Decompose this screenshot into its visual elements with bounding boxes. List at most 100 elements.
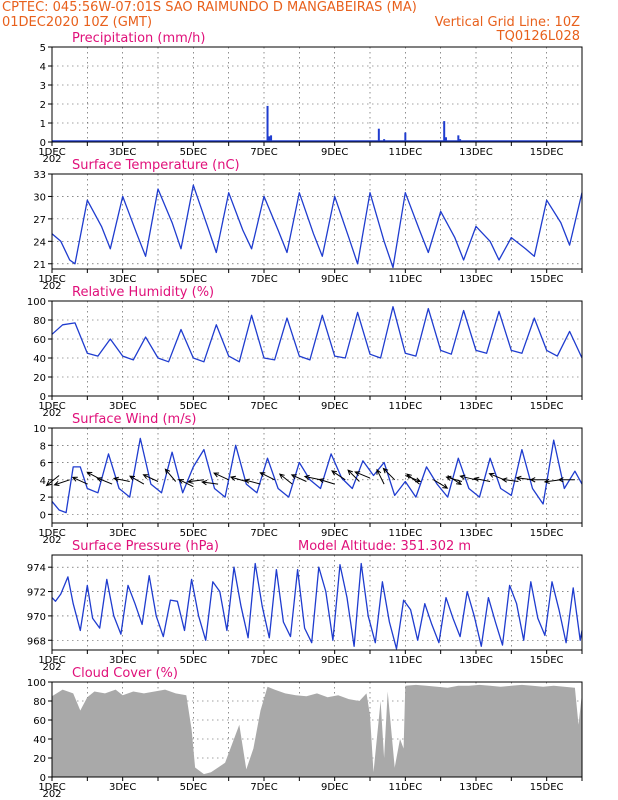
- rh-xtick-label: 3DEC: [109, 401, 136, 412]
- rh-title: Relative Humidity (%): [72, 285, 214, 300]
- wind-arrow: [229, 475, 247, 482]
- precip-bar: [268, 136, 271, 142]
- pres-title: Surface Pressure (hPa): [72, 539, 219, 554]
- wind-arrow: [445, 475, 463, 482]
- rh-ytick-label: 100: [27, 297, 46, 308]
- precip-xtick-label: 11DEC: [388, 147, 422, 158]
- pres-xtick-label: 13DEC: [459, 655, 493, 666]
- cloud-xtick-label: 1DEC: [38, 782, 65, 793]
- wind-arrow: [201, 480, 219, 486]
- temp-title: Surface Temperature (nC): [72, 158, 240, 173]
- wind-ytick-label: 0: [40, 510, 46, 521]
- wind-ytick-label: 6: [40, 459, 46, 470]
- precip-bar: [270, 135, 273, 142]
- cloud-ytick-label: 100: [27, 678, 46, 689]
- rh-xtick-label: 11DEC: [388, 401, 422, 412]
- wind-arrow: [543, 478, 561, 484]
- pres-panel: 968 970 972 974 1DEC202 3DEC 5DEC 7DEC 9DEC 11DEC…: [27, 539, 583, 673]
- temp-year-stub: 202: [42, 281, 61, 292]
- wind-series: [51, 437, 583, 514]
- precip-ytick-label: 5: [40, 43, 46, 54]
- precip-ytick-label: 0: [40, 138, 46, 149]
- precip-xtick-label: 3DEC: [109, 147, 136, 158]
- rh-year-stub: 202: [42, 408, 61, 419]
- header-line-1: CPTEC: 045:56W-07:01S SAO RAIMUNDO D MAN…: [2, 0, 417, 15]
- wind-arrow: [488, 472, 505, 481]
- wind-arrow: [382, 467, 396, 481]
- wind-arrow: [259, 472, 275, 481]
- cloud-ytick-label: 80: [33, 697, 46, 708]
- pres-annotation: Model Altitude: 351.302 m: [298, 539, 471, 554]
- wind-arrow: [459, 474, 477, 481]
- precip-year-stub: 202: [42, 154, 61, 165]
- cloud-xtick-label: 5DEC: [180, 782, 207, 793]
- precip-xtick-label: 13DEC: [459, 147, 493, 158]
- rh-ytick-label: 60: [33, 335, 46, 346]
- rh-xtick-label: 13DEC: [459, 401, 493, 412]
- temp-ytick-label: 21: [33, 260, 46, 271]
- precip-xtick-label: 5DEC: [180, 147, 207, 158]
- pres-xtick-label: 1DEC: [38, 655, 65, 666]
- wind-arrow: [112, 476, 130, 482]
- temp-xtick-label: 11DEC: [388, 274, 422, 285]
- wind-panel: 0 2 4 6 8 10 1DEC202 3DEC 5DEC 7DEC 9DEC 11DEC 13DEC…: [33, 412, 583, 546]
- precip-bar: [457, 135, 460, 142]
- wind-ytick-label: 2: [40, 493, 46, 504]
- wind-xtick-label: 11DEC: [388, 528, 422, 539]
- rh-xtick-label: 9DEC: [321, 401, 348, 412]
- wind-arrow: [96, 477, 113, 485]
- cloud-panel: 0 20 40 60 80 100 1DEC202 3DEC 5DEC 7DEC 9DEC 11DEC…: [27, 666, 583, 800]
- temp-xtick-label: 7DEC: [250, 274, 277, 285]
- wind-year-stub: 202: [42, 535, 61, 546]
- wind-title: Surface Wind (m/s): [72, 412, 196, 427]
- wind-xtick-label: 3DEC: [109, 528, 136, 539]
- cloud-ytick-label: 60: [33, 716, 46, 727]
- pres-xtick-label: 7DEC: [250, 655, 277, 666]
- wind-arrow: [142, 474, 159, 482]
- wind-frame: [51, 427, 583, 524]
- rh-ytick-label: 80: [33, 316, 46, 327]
- wind-arrow: [53, 479, 70, 486]
- wind-xtick-label: 5DEC: [180, 528, 207, 539]
- precip-ytick-label: 2: [40, 100, 46, 111]
- pres-xtick-label: 3DEC: [109, 655, 136, 666]
- rh-xtick-label: 1DEC: [38, 401, 65, 412]
- wind-arrow: [347, 469, 360, 482]
- cloud-area: [52, 684, 582, 777]
- temp-panel: 21 24 27 30 33 1DEC202 3DEC 5DEC 7DEC 9DEC 11DEC 13…: [33, 158, 583, 292]
- rh-panel: 0 20 40 60 80 100 1DEC202 3DEC 5DEC 7DEC 9DEC 11DEC…: [27, 285, 583, 419]
- precip-xtick-label: 1DEC: [38, 147, 65, 158]
- precip-xtick-label: 7DEC: [250, 147, 277, 158]
- temp-frame: [51, 173, 583, 270]
- pres-ytick-label: 972: [27, 588, 46, 599]
- precip-bar: [443, 121, 446, 142]
- wind-arrow: [243, 478, 261, 485]
- rh-xtick-label: 15DEC: [530, 401, 564, 412]
- precip-ytick-label: 3: [40, 81, 46, 92]
- header-grid-line: Vertical Grid Line: 10Z: [435, 15, 580, 30]
- cloud-ytick-label: 20: [33, 754, 46, 765]
- wind-arrow: [529, 477, 547, 483]
- temp-ytick-label: 30: [33, 192, 46, 203]
- temp-xtick-label: 13DEC: [459, 274, 493, 285]
- precip-frame: [51, 46, 583, 143]
- precip-xtick-label: 15DEC: [530, 147, 564, 158]
- wind-xtick-label: 9DEC: [321, 528, 348, 539]
- temp-xtick-label: 15DEC: [530, 274, 564, 285]
- cloud-year-stub: 202: [42, 789, 61, 800]
- precip-panel: 0 1 2 3 4 5 1DEC202 3DEC 5DEC 7DEC 9DEC 11DEC 13DEC 1…: [38, 31, 583, 165]
- rh-ytick-label: 40: [33, 354, 46, 365]
- header-model-code: TQ0126L028: [496, 29, 580, 44]
- wind-arrow: [354, 471, 371, 479]
- cloud-ytick-label: 0: [40, 773, 46, 784]
- cloud-frame: [51, 681, 583, 778]
- wind-arrow: [129, 475, 145, 485]
- cloud-xtick-label: 3DEC: [109, 782, 136, 793]
- wind-xtick-label: 15DEC: [530, 528, 564, 539]
- pres-ytick-label: 974: [27, 563, 46, 574]
- cloud-xtick-label: 13DEC: [459, 782, 493, 793]
- cloud-xtick-label: 9DEC: [321, 782, 348, 793]
- wind-arrow: [318, 478, 335, 485]
- wind-ytick-label: 8: [40, 441, 46, 452]
